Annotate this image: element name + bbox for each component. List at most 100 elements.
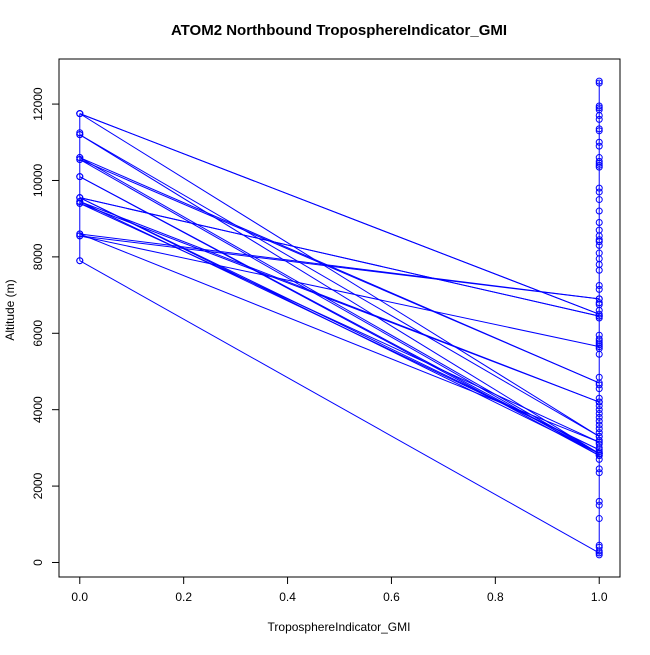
data-point	[595, 236, 603, 244]
data-point	[595, 314, 603, 322]
data-point	[595, 417, 603, 425]
data-point	[595, 138, 603, 146]
data-point	[595, 450, 603, 458]
data-point	[595, 77, 603, 85]
series-line-segment	[79, 197, 600, 317]
data-point	[595, 339, 603, 347]
data-point	[595, 551, 603, 559]
data-point	[595, 312, 603, 320]
data-point	[76, 197, 84, 205]
y-axis-label: Altitude (m)	[3, 279, 17, 340]
plot-area	[76, 77, 603, 559]
plot-box	[58, 58, 621, 578]
data-point	[76, 154, 84, 162]
data-point	[595, 207, 603, 215]
data-point	[595, 295, 603, 303]
data-point	[595, 331, 603, 339]
data-point	[595, 515, 603, 523]
data-point	[595, 161, 603, 169]
y-tick-label: 8000	[31, 243, 45, 270]
series-line-segment	[79, 235, 600, 348]
data-point	[595, 438, 603, 446]
series-2	[76, 110, 603, 460]
series-line-segment	[79, 134, 600, 437]
data-point	[595, 465, 603, 473]
data-point	[595, 421, 603, 429]
data-point	[595, 188, 603, 196]
series-line-segment	[79, 197, 600, 451]
data-point	[595, 402, 603, 410]
x-tick-label: 0.4	[279, 590, 296, 604]
x-tick-label: 0.2	[175, 590, 192, 604]
data-point	[595, 310, 603, 318]
x-tick-label: 0.6	[383, 590, 400, 604]
chart-title: ATOM2 Northbound TroposphereIndicator_GM…	[171, 22, 507, 39]
data-point	[595, 299, 603, 307]
data-point	[76, 257, 84, 265]
data-point	[595, 406, 603, 414]
data-point	[76, 173, 84, 181]
data-point	[595, 226, 603, 234]
series-line-segment	[79, 159, 600, 456]
data-point	[595, 410, 603, 418]
y-tick-label: 0	[31, 559, 45, 566]
x-tick-label: 0.0	[71, 590, 88, 604]
series-line-segment	[79, 157, 600, 455]
data-point	[76, 129, 84, 137]
data-point	[595, 154, 603, 162]
data-point	[76, 110, 84, 118]
data-point	[76, 232, 84, 240]
series-line-segment	[79, 235, 600, 300]
y-tick-label: 6000	[31, 320, 45, 347]
x-axis-label: TroposphereIndicator_GMI	[268, 620, 411, 634]
data-point	[595, 429, 603, 437]
data-point	[595, 127, 603, 135]
x-tick-label: 1.0	[591, 590, 608, 604]
series-line-segment	[79, 159, 600, 384]
series-3	[76, 257, 603, 557]
series-line-segment	[79, 113, 600, 315]
data-point	[595, 343, 603, 351]
data-point	[595, 102, 603, 110]
series-line-segment	[79, 202, 600, 443]
data-point	[595, 501, 603, 509]
series-0	[76, 110, 84, 265]
y-tick-label: 2000	[31, 472, 45, 499]
data-point	[595, 196, 603, 204]
data-point	[595, 142, 603, 150]
data-point	[595, 104, 603, 112]
data-point	[595, 394, 603, 402]
y-tick-label: 10000	[31, 163, 45, 197]
data-point	[595, 282, 603, 290]
y-tick-label: 12000	[31, 87, 45, 121]
series-line-segment	[79, 233, 600, 443]
data-point	[76, 155, 84, 163]
x-tick-label: 0.8	[487, 590, 504, 604]
data-point	[595, 184, 603, 192]
series-line-segment	[79, 202, 600, 403]
series-line-segment	[79, 134, 600, 455]
data-point	[595, 79, 603, 87]
data-point	[595, 218, 603, 226]
data-point	[595, 469, 603, 477]
data-point	[595, 335, 603, 343]
data-point	[595, 106, 603, 114]
data-point	[595, 381, 603, 389]
y-axis: 0 2000 4000 6000 8000 10000 12000	[31, 87, 60, 566]
series-line-segment	[79, 113, 600, 437]
data-point	[595, 497, 603, 505]
data-point	[595, 425, 603, 433]
data-point	[595, 549, 603, 557]
data-point	[595, 157, 603, 165]
data-point	[76, 131, 84, 139]
x-axis: 0.0 0.2 0.4 0.6 0.8 1.0	[71, 576, 608, 604]
data-point	[595, 446, 603, 454]
data-point	[595, 115, 603, 123]
data-point	[76, 230, 84, 238]
data-point	[595, 398, 603, 406]
series-line-segment	[79, 260, 600, 554]
data-point	[595, 413, 603, 421]
data-point	[595, 125, 603, 133]
y-tick-label: 4000	[31, 396, 45, 423]
